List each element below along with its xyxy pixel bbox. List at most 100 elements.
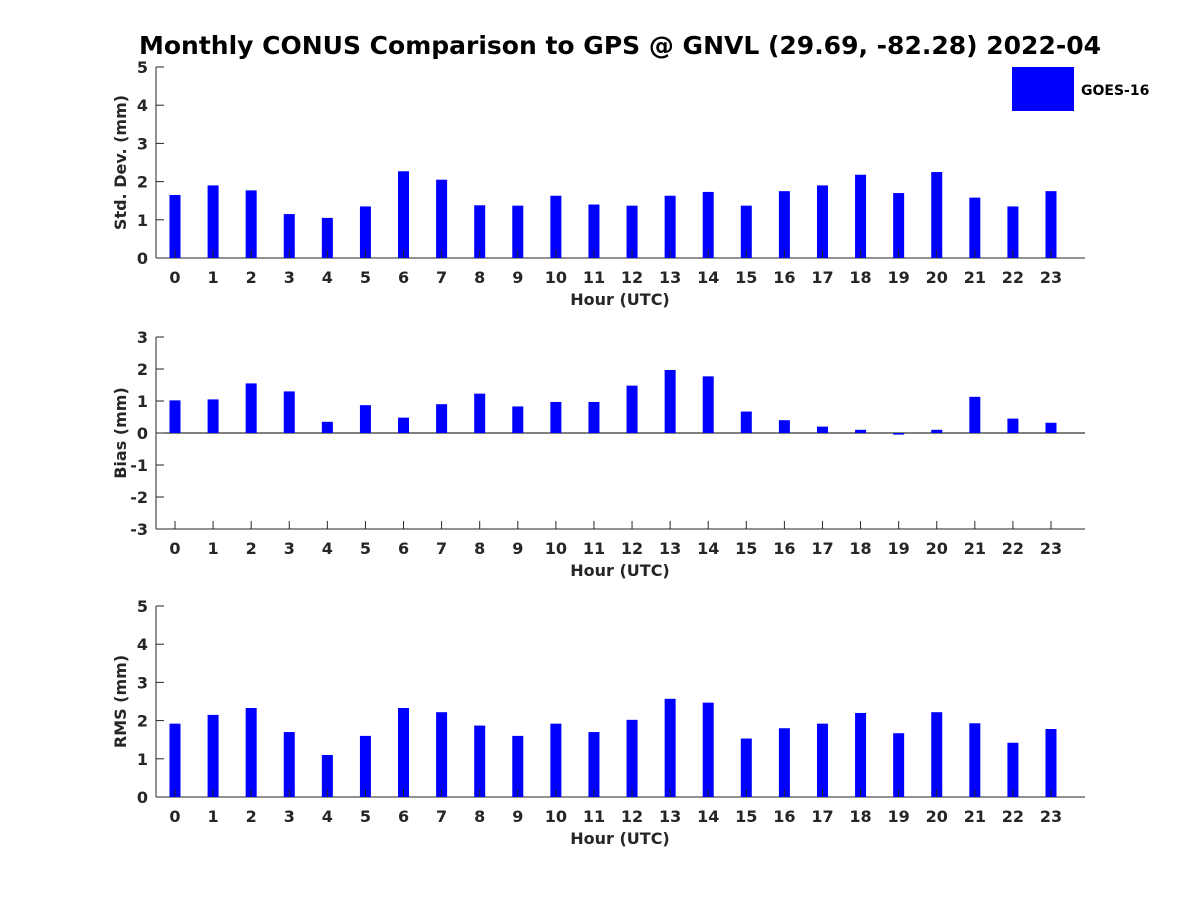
bar-rms-hour-21 bbox=[969, 723, 981, 797]
y-tick-label: 3 bbox=[137, 134, 148, 153]
bar-std-dev-hour-0 bbox=[169, 194, 181, 258]
x-tick-label: 21 bbox=[964, 807, 986, 826]
x-tick-label: 23 bbox=[1040, 268, 1062, 287]
bar-bias-hour-3 bbox=[283, 391, 295, 433]
bar-bias-hour-12 bbox=[626, 385, 638, 433]
x-tick-label: 19 bbox=[888, 807, 910, 826]
bar-rms-hour-10 bbox=[550, 723, 562, 797]
x-tick-label: 11 bbox=[583, 807, 605, 826]
bar-bias-hour-11 bbox=[588, 401, 600, 433]
x-tick-label: 2 bbox=[246, 268, 257, 287]
x-tick-label: 9 bbox=[512, 539, 523, 558]
x-tick-label: 8 bbox=[474, 807, 485, 826]
bar-rms-hour-8 bbox=[474, 725, 486, 797]
y-tick-label: -1 bbox=[130, 456, 148, 475]
x-tick-label: 0 bbox=[169, 539, 180, 558]
bar-rms-hour-16 bbox=[778, 728, 790, 797]
x-tick-label: 6 bbox=[398, 807, 409, 826]
x-tick-label: 19 bbox=[888, 539, 910, 558]
bar-std-dev-hour-2 bbox=[245, 190, 257, 258]
x-tick-label: 16 bbox=[773, 268, 795, 287]
x-tick-label: 18 bbox=[849, 268, 871, 287]
bar-bias-hour-0 bbox=[169, 400, 181, 433]
x-tick-label: 6 bbox=[398, 268, 409, 287]
legend-label-goes-16: GOES-16 bbox=[1081, 83, 1149, 99]
y-tick-label: 4 bbox=[137, 635, 148, 654]
x-tick-label: 14 bbox=[697, 268, 719, 287]
x-tick-label: 3 bbox=[284, 539, 295, 558]
bar-std-dev-hour-14 bbox=[702, 191, 714, 258]
chart-legend: GOES-16 bbox=[1012, 67, 1149, 111]
x-tick-label: 1 bbox=[208, 268, 219, 287]
bar-bias-hour-22 bbox=[1007, 418, 1019, 433]
x-tick-label: 19 bbox=[888, 268, 910, 287]
x-tick-label: 3 bbox=[284, 268, 295, 287]
x-tick-label: 23 bbox=[1040, 539, 1062, 558]
bar-bias-hour-23 bbox=[1045, 422, 1057, 433]
x-tick-label: 13 bbox=[659, 539, 681, 558]
chart-title: Monthly CONUS Comparison to GPS @ GNVL (… bbox=[139, 31, 1101, 60]
bar-rms-hour-11 bbox=[588, 732, 600, 797]
x-tick-label: 23 bbox=[1040, 807, 1062, 826]
x-tick-label: 13 bbox=[659, 268, 681, 287]
bar-bias-hour-17 bbox=[816, 426, 828, 433]
bar-std-dev-hour-1 bbox=[207, 185, 219, 258]
bar-bias-hour-1 bbox=[207, 399, 219, 433]
bar-bias-hour-18 bbox=[855, 429, 867, 433]
y-tick-label: 0 bbox=[137, 424, 148, 443]
bar-bias-hour-8 bbox=[474, 393, 486, 433]
bar-bias-hour-6 bbox=[398, 417, 410, 433]
x-tick-label: 4 bbox=[322, 539, 333, 558]
y-tick-label: 5 bbox=[137, 58, 148, 77]
bar-std-dev-hour-12 bbox=[626, 205, 638, 258]
bar-std-dev-hour-17 bbox=[816, 185, 828, 258]
y-axis-label: RMS (mm) bbox=[111, 655, 130, 748]
bar-bias-hour-14 bbox=[702, 376, 714, 433]
y-axis-label: Std. Dev. (mm) bbox=[111, 95, 130, 230]
y-axis-label: Bias (mm) bbox=[111, 387, 130, 479]
x-tick-label: 10 bbox=[545, 268, 567, 287]
x-tick-label: 22 bbox=[1002, 268, 1024, 287]
x-tick-label: 21 bbox=[964, 268, 986, 287]
bar-rms-hour-2 bbox=[245, 707, 257, 797]
y-tick-label: 4 bbox=[137, 96, 148, 115]
x-tick-label: 6 bbox=[398, 539, 409, 558]
bar-std-dev-hour-9 bbox=[512, 205, 524, 258]
bar-std-dev-hour-22 bbox=[1007, 206, 1019, 258]
x-tick-label: 15 bbox=[735, 539, 757, 558]
x-tick-label: 0 bbox=[169, 268, 180, 287]
bar-std-dev-hour-7 bbox=[436, 179, 448, 258]
bar-std-dev-hour-5 bbox=[359, 206, 371, 258]
y-tick-label: 5 bbox=[137, 597, 148, 616]
x-tick-label: 14 bbox=[697, 807, 719, 826]
x-tick-label: 7 bbox=[436, 268, 447, 287]
bar-bias-hour-5 bbox=[359, 405, 371, 433]
y-tick-label: 0 bbox=[137, 249, 148, 268]
x-tick-label: 4 bbox=[322, 268, 333, 287]
x-tick-label: 0 bbox=[169, 807, 180, 826]
x-tick-label: 14 bbox=[697, 539, 719, 558]
y-tick-label: 0 bbox=[137, 788, 148, 807]
x-tick-label: 17 bbox=[811, 807, 833, 826]
bar-bias-hour-21 bbox=[969, 396, 981, 433]
x-tick-label: 16 bbox=[773, 539, 795, 558]
x-tick-label: 17 bbox=[811, 539, 833, 558]
bar-bias-hour-20 bbox=[931, 429, 943, 433]
x-tick-label: 17 bbox=[811, 268, 833, 287]
x-tick-label: 13 bbox=[659, 807, 681, 826]
x-axis-label: Hour (UTC) bbox=[570, 561, 670, 580]
x-axis-label: Hour (UTC) bbox=[570, 829, 670, 848]
x-tick-label: 9 bbox=[512, 268, 523, 287]
bar-bias-hour-10 bbox=[550, 401, 562, 433]
bar-rms-hour-17 bbox=[816, 723, 828, 797]
bar-std-dev-hour-6 bbox=[398, 171, 410, 258]
bar-rms-hour-14 bbox=[702, 702, 714, 797]
bar-bias-hour-19 bbox=[893, 433, 905, 435]
y-tick-label: 2 bbox=[137, 173, 148, 192]
x-tick-label: 20 bbox=[926, 807, 948, 826]
bar-rms-hour-3 bbox=[283, 732, 295, 797]
bar-bias-hour-15 bbox=[740, 411, 752, 433]
y-tick-label: 2 bbox=[137, 712, 148, 731]
